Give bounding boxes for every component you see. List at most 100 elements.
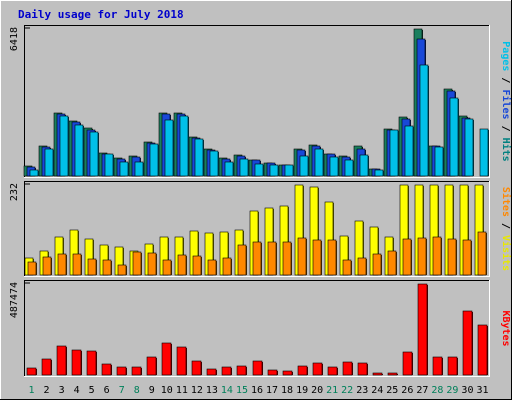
bar-pages-day-14 (224, 161, 234, 177)
bar-sites-day-26 (402, 238, 412, 276)
bar-kbytes-day-4 (71, 349, 82, 376)
bar-sites-day-10 (162, 259, 172, 276)
bar-pages-day-19 (299, 155, 309, 177)
bar-kbytes-day-25 (387, 372, 398, 376)
panel-legend-part: Sites (500, 187, 512, 217)
bar-pages-day-22 (344, 159, 354, 177)
bar-sites-day-28 (432, 236, 442, 276)
x-tick-label-day-23: 23 (356, 385, 368, 396)
bar-pages-day-31 (479, 128, 489, 177)
panel-legend-part: / (500, 120, 511, 138)
panel-legend-label: Sites / Visits (500, 187, 512, 271)
bar-kbytes-day-14 (221, 366, 232, 376)
chart-panels: 6418 Pages / Files / Hits 232 Sites / Visit… (9, 25, 512, 377)
bar-sites-day-23 (357, 257, 367, 276)
panel-legend-part: Hits (500, 138, 512, 162)
x-tick-label-day-20: 20 (311, 385, 323, 396)
bar-pages-day-5 (89, 131, 99, 177)
bar-pages-day-2 (44, 148, 54, 177)
bar-pages-day-21 (329, 156, 339, 177)
bar-pages-day-16 (254, 163, 264, 177)
bar-sites-day-24 (372, 253, 382, 276)
x-tick-label-day-26: 26 (401, 385, 413, 396)
panel-legend-part: Pages (500, 41, 511, 71)
bar-kbytes-day-6 (101, 363, 112, 376)
bar-pages-day-3 (59, 115, 69, 177)
bar-sites-day-17 (267, 241, 277, 276)
x-tick-label-day-29: 29 (446, 385, 458, 396)
chart-title: Daily usage for July 2018 (18, 8, 184, 21)
bar-pages-day-17 (269, 164, 279, 177)
x-tick-label-day-18: 18 (281, 385, 293, 396)
bar-sites-day-20 (312, 239, 322, 276)
bar-sites-day-4 (72, 253, 82, 276)
panel-legend-label: KBytes (500, 310, 511, 346)
x-tick-label-day-12: 12 (191, 385, 203, 396)
bar-pages-day-8 (134, 161, 144, 177)
bar-kbytes-day-20 (312, 362, 323, 376)
y-axis-max-label: 487474 (9, 282, 20, 318)
bar-sites-day-18 (282, 241, 292, 276)
panel-kbytes: 487474 KBytes (9, 280, 511, 377)
bar-sites-day-9 (147, 252, 157, 276)
bar-pages-day-29 (449, 97, 459, 177)
bar-sites-day-22 (342, 259, 352, 276)
bar-kbytes-day-29 (447, 356, 458, 376)
bar-pages-day-26 (404, 125, 414, 177)
series-kbytes (26, 283, 488, 376)
bar-kbytes-day-21 (327, 366, 338, 376)
x-tick-label-day-17: 17 (266, 385, 278, 396)
bar-sites-day-13 (207, 259, 217, 276)
bar-sites-day-1 (27, 261, 37, 276)
x-tick-label-day-13: 13 (206, 385, 218, 396)
bar-kbytes-day-12 (191, 360, 202, 376)
bar-sites-day-29 (447, 238, 457, 276)
panel-visits_sites: 232 Sites / Visits (9, 181, 512, 277)
panel-legend-part: / (500, 71, 511, 89)
bar-kbytes-day-26 (402, 351, 413, 376)
bar-pages-day-13 (209, 150, 219, 177)
panel-legend-part: Visits (500, 235, 512, 271)
bar-sites-day-30 (462, 239, 472, 276)
series-pages (29, 64, 489, 177)
x-axis-labels: 1 2 3 4 5 6 7 8 9 10 11 12 13 14 15 16 17 18 19 20 21 22 23 24 2… (29, 385, 489, 396)
x-tick-label-day-25: 25 (386, 385, 398, 396)
series-sites (27, 231, 487, 276)
bar-kbytes-day-1 (26, 367, 37, 376)
bar-kbytes-day-24 (372, 372, 383, 376)
bar-sites-day-15 (237, 244, 247, 276)
bar-sites-day-7 (117, 264, 127, 276)
bar-pages-day-20 (314, 148, 324, 177)
x-tick-label-day-30: 30 (461, 385, 473, 396)
x-tick-label-day-22: 22 (341, 385, 353, 396)
bar-kbytes-day-11 (176, 346, 187, 376)
bar-kbytes-day-19 (297, 365, 308, 376)
bar-kbytes-day-9 (146, 356, 157, 376)
bar-kbytes-day-18 (282, 370, 293, 376)
bar-pages-day-9 (149, 143, 159, 177)
bar-kbytes-day-17 (267, 369, 278, 376)
bar-kbytes-day-5 (86, 350, 97, 376)
bar-pages-day-28 (434, 146, 444, 177)
bar-kbytes-day-23 (357, 362, 368, 376)
x-tick-label-day-14: 14 (221, 385, 233, 396)
x-tick-label-day-10: 10 (161, 385, 173, 396)
bar-pages-day-12 (194, 138, 204, 177)
bar-sites-day-2 (42, 256, 52, 276)
bar-sites-day-16 (252, 241, 262, 276)
bar-pages-day-30 (464, 118, 474, 177)
bar-kbytes-day-15 (236, 365, 247, 376)
bar-kbytes-day-7 (116, 366, 127, 376)
x-tick-label-day-15: 15 (236, 385, 248, 396)
bar-kbytes-day-2 (41, 358, 52, 376)
x-tick-label-day-3: 3 (59, 385, 65, 396)
x-tick-label-day-24: 24 (371, 385, 383, 396)
bar-pages-day-6 (104, 153, 114, 177)
bar-sites-day-11 (177, 254, 187, 276)
bar-sites-day-19 (297, 237, 307, 276)
x-tick-label-day-5: 5 (89, 385, 95, 396)
bar-kbytes-day-16 (252, 360, 263, 376)
x-tick-label-day-19: 19 (296, 385, 308, 396)
bar-sites-day-12 (192, 255, 202, 276)
